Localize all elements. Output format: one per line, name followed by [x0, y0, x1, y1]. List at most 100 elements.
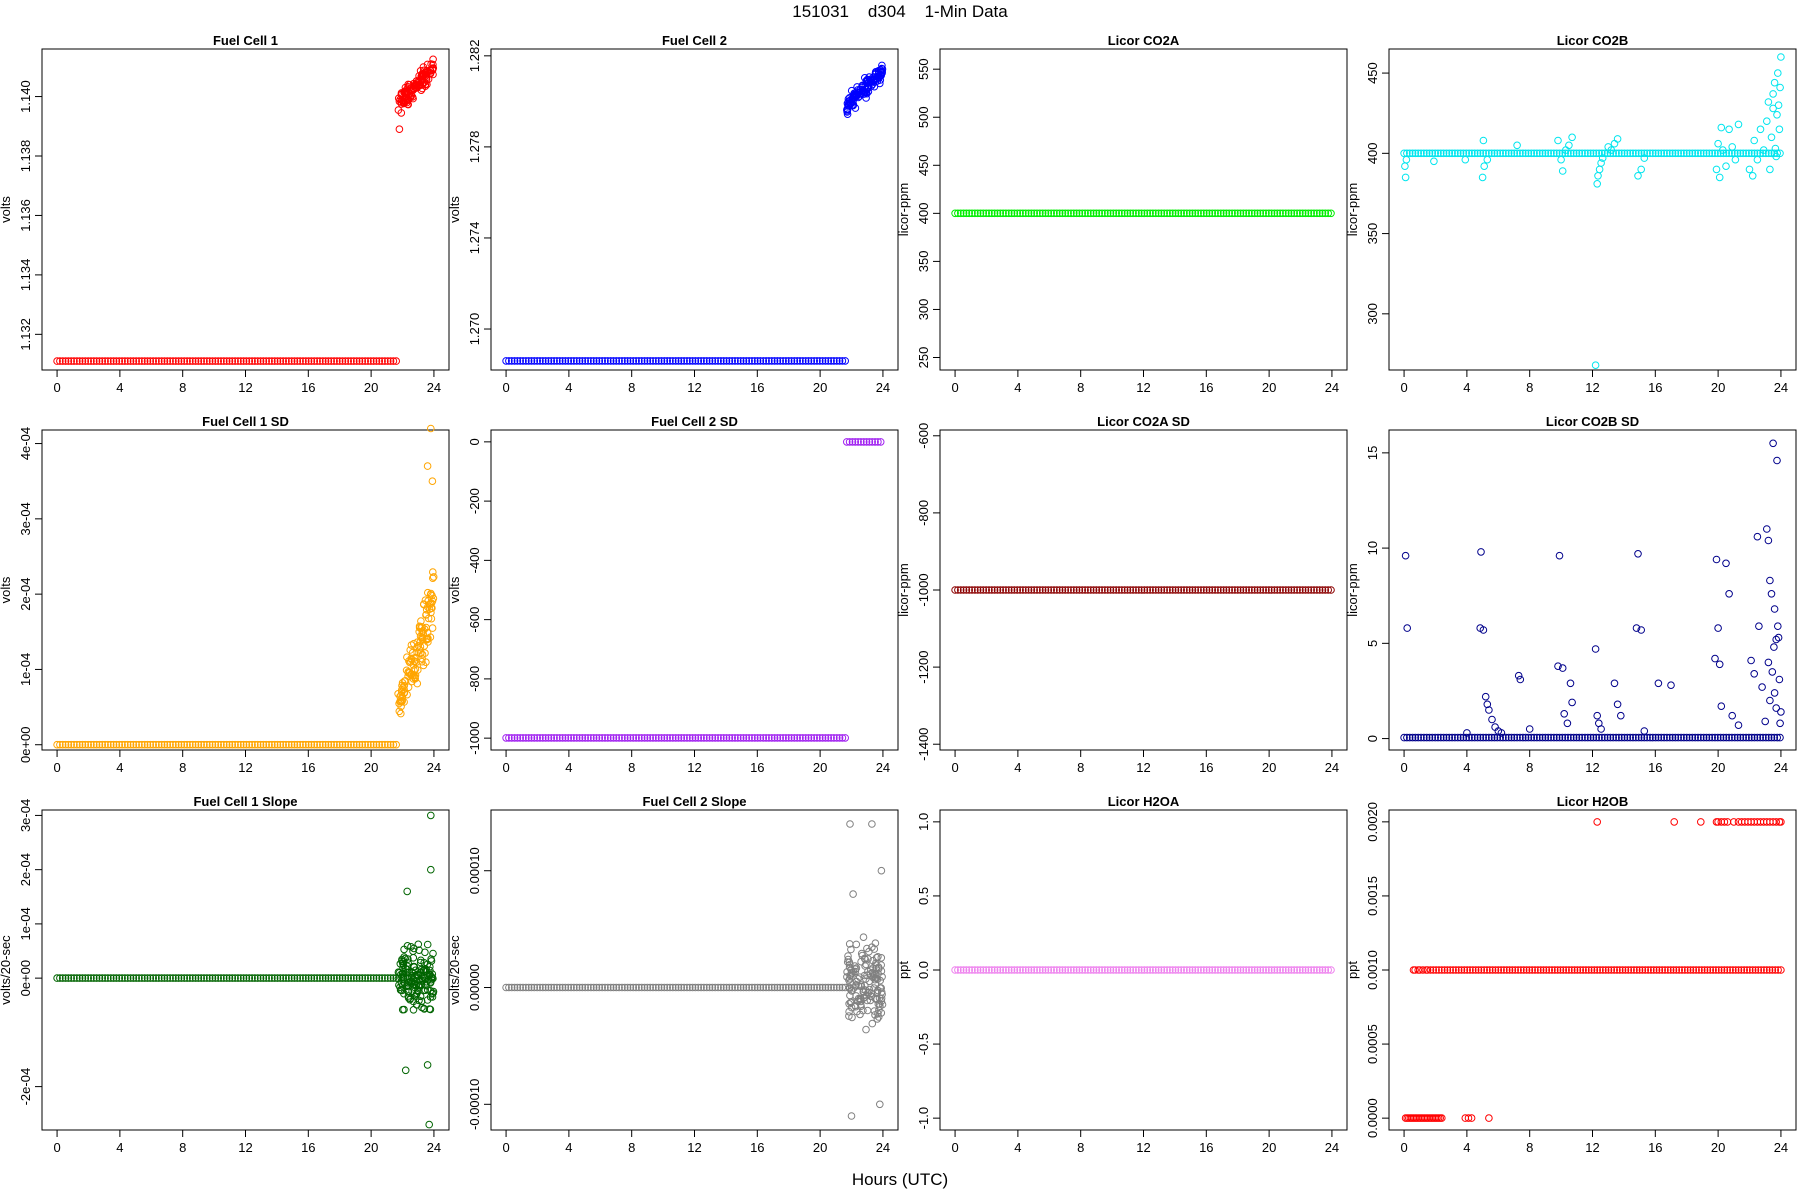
data-point	[90, 974, 98, 982]
data-point	[1327, 209, 1335, 218]
data-point	[234, 740, 242, 749]
y-axis-label: licor-ppm	[896, 183, 911, 236]
data-point	[728, 983, 737, 992]
data-point	[595, 357, 604, 365]
data-point	[854, 438, 862, 446]
x-tick-label: 24	[1774, 380, 1788, 395]
data-point	[1411, 966, 1419, 974]
data-point	[827, 734, 835, 742]
panel-title: Licor CO2A SD	[1097, 414, 1190, 429]
data-point	[290, 740, 299, 749]
y-tick-label: 4e-04	[18, 427, 33, 460]
data-point	[364, 974, 372, 982]
data-point	[876, 438, 885, 446]
data-point	[731, 983, 739, 992]
data-point	[773, 734, 782, 742]
data-point	[863, 944, 871, 953]
data-point	[126, 357, 135, 365]
data-point	[874, 1009, 882, 1018]
data-point	[1185, 966, 1194, 974]
data-point	[400, 99, 408, 108]
data-point	[1702, 733, 1711, 742]
x-tick-label: 12	[1136, 1140, 1150, 1155]
data-point	[550, 983, 558, 992]
data-point	[330, 357, 338, 365]
data-point	[1613, 700, 1622, 709]
data-point	[1745, 165, 1754, 174]
data-point	[1044, 209, 1053, 218]
data-point	[427, 811, 435, 820]
data-point	[1024, 586, 1033, 594]
data-point	[143, 740, 152, 749]
data-point	[78, 357, 87, 365]
data-point	[748, 357, 756, 365]
data-point	[403, 95, 412, 104]
data-point	[428, 973, 437, 982]
data-point	[1058, 586, 1067, 594]
data-point	[372, 357, 381, 365]
data-point	[1476, 733, 1485, 742]
data-point	[1743, 966, 1751, 974]
data-point	[75, 740, 84, 749]
data-point	[1598, 733, 1606, 742]
data-point	[1674, 149, 1682, 158]
x-tick-label: 0	[502, 1140, 509, 1155]
data-point	[522, 983, 530, 992]
data-point	[1496, 149, 1504, 158]
data-point	[530, 357, 539, 365]
data-point	[996, 586, 1005, 594]
data-point	[1038, 586, 1047, 594]
data-point	[1115, 586, 1123, 594]
data-point	[81, 740, 90, 749]
data-point	[996, 966, 1005, 974]
data-point	[304, 974, 313, 982]
data-point	[527, 357, 536, 365]
data-point	[1776, 719, 1784, 728]
data-point	[1632, 733, 1640, 742]
data-point	[1513, 149, 1521, 158]
data-point	[598, 734, 607, 742]
data-point	[403, 887, 412, 896]
data-point	[1253, 966, 1262, 974]
data-point	[429, 55, 437, 64]
data-point	[598, 983, 607, 992]
data-point	[1422, 966, 1430, 974]
data-point	[1304, 209, 1313, 218]
panel-title: Licor CO2A	[1108, 33, 1180, 48]
data-point	[152, 357, 160, 365]
data-point	[75, 974, 84, 982]
data-point	[121, 974, 129, 982]
x-tick-label: 0	[951, 760, 958, 775]
x-tick-label: 20	[364, 1140, 378, 1155]
data-point	[1033, 586, 1041, 594]
y-tick-label: -2e-04	[18, 1068, 33, 1106]
data-point	[1033, 209, 1041, 218]
data-point	[843, 438, 851, 446]
data-point	[669, 983, 677, 992]
panel-fuel-cell-2: Fuel Cell 20 4 8 12 16 20 241.2701.2741.2781.2…	[447, 33, 899, 395]
data-point	[976, 586, 985, 594]
data-point	[1414, 733, 1422, 742]
data-point	[126, 740, 135, 749]
data-point	[1603, 733, 1612, 742]
data-point	[58, 357, 67, 365]
data-point	[1290, 586, 1298, 594]
data-point	[1041, 586, 1050, 594]
data-point	[1086, 586, 1095, 594]
data-point	[188, 974, 197, 982]
data-point	[979, 586, 988, 594]
data-point	[1767, 733, 1776, 742]
x-tick-label: 24	[876, 1140, 890, 1155]
data-point	[1634, 733, 1643, 742]
data-point	[862, 1025, 870, 1034]
data-point	[1115, 966, 1123, 974]
data-point	[1705, 149, 1714, 158]
x-tick-label: 16	[301, 760, 315, 775]
data-point	[776, 357, 785, 365]
data-point	[873, 1015, 882, 1023]
x-tick-label: 0	[502, 760, 509, 775]
data-point	[302, 974, 310, 982]
data-point	[663, 734, 672, 742]
data-point	[1287, 586, 1296, 594]
x-tick-label: 4	[1014, 380, 1021, 395]
